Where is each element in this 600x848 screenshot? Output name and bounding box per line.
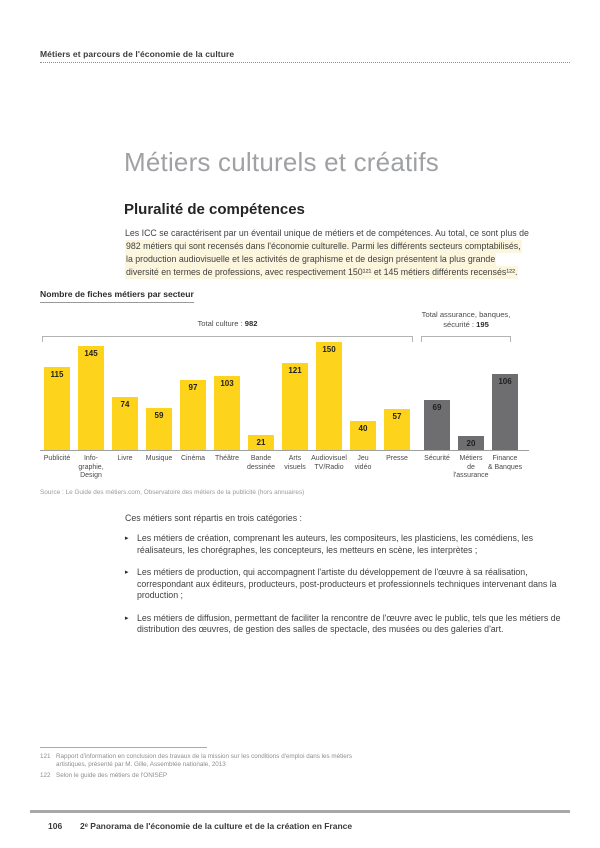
bar-category-label: Arts visuels: [284, 455, 306, 471]
annotation-value: 982: [244, 319, 258, 328]
footnote-text: Selon le guide des métiers de l'ONISEP: [56, 772, 168, 779]
footnote-item: 122 Selon le guide des métiers de l'ONISE…: [40, 772, 360, 780]
bar-7: 21: [248, 435, 274, 450]
annotation-label: Total assurance, banques,: [421, 310, 511, 319]
bar-value-label: 57: [392, 412, 402, 421]
bar-category-label: Publicité: [43, 455, 71, 462]
bracket-culture: [42, 336, 413, 342]
bar-category-label: Théâtre: [214, 455, 240, 462]
footer-rule: [30, 810, 570, 813]
bar-value-label: 69: [432, 403, 442, 412]
paragraph-line: diversité en termes de professions, avec…: [125, 266, 565, 279]
paragraph-line-text-highlighted: diversité en termes de professions, avec…: [125, 266, 519, 279]
bar-9: 150: [316, 342, 342, 450]
bar-8: 121: [282, 363, 308, 450]
bar-2: 145: [78, 346, 104, 450]
chart-annotation-total-culture: Total culture : 982: [42, 319, 413, 328]
bar-value-label: 21: [256, 438, 266, 447]
bar-11: 57: [384, 409, 410, 450]
chart-source: Source : Le Guide des métiers.com, Obser…: [40, 489, 305, 496]
bullet-marker-icon: ▸: [125, 535, 129, 542]
bar-category-label: Métiers de l'assurance: [453, 455, 489, 479]
bar-4: 59: [146, 408, 172, 450]
bar-value-label: 74: [120, 400, 130, 409]
bar-value-label: 106: [498, 377, 512, 386]
bar-13: 20: [458, 436, 484, 450]
page-title: Métiers culturels et créatifs: [124, 147, 440, 177]
bar-category-label: Jeu vidéo: [354, 455, 372, 471]
bullet-list: ▸ Les métiers de création, comprenant les…: [125, 533, 561, 647]
annotation-label: Total culture :: [197, 319, 245, 328]
bracket-assurance: [421, 336, 511, 342]
bar-value-label: 145: [84, 349, 98, 358]
chart-x-axis: [40, 450, 529, 451]
bar-value-label: 115: [50, 370, 64, 379]
bar-category-label: Cinéma: [180, 455, 206, 462]
bar-12: 69: [424, 400, 450, 450]
chart-title: Nombre de fiches métiers par secteur: [40, 289, 194, 303]
footnote-number: 121: [40, 753, 51, 760]
paragraph-line-text-highlighted: la production audiovisuelle et les activ…: [125, 253, 497, 266]
footnote-divider: [40, 747, 207, 748]
bar-category-label: Info- graphie, Design: [78, 455, 104, 479]
bar-1: 115: [44, 367, 70, 450]
paragraph-line-text-highlighted: 982 métiers qui sont recensés dans l'éco…: [125, 240, 522, 253]
bar-5: 97: [180, 380, 206, 450]
footnote-number: 122: [40, 772, 51, 779]
bar-14: 106: [492, 374, 518, 450]
bar-value-label: 20: [466, 439, 476, 448]
bullet-text: Les métiers de production, qui accompagn…: [137, 567, 557, 600]
section-heading: Pluralité de compétences: [124, 201, 305, 218]
bar-6: 103: [214, 376, 240, 450]
footnotes: 121 Rapport d'information en conclusion d…: [40, 753, 360, 783]
chart-annotation-total-assurance: Total assurance, banques, sécurité : 195: [411, 310, 521, 329]
categories-intro-line: Ces métiers sont répartis en trois catég…: [125, 513, 302, 523]
bar-value-label: 40: [358, 424, 368, 433]
bar-category-label: Finance & Banques: [487, 455, 523, 471]
bullet-marker-icon: ▸: [125, 569, 129, 576]
bar-category-label: Bande dessinée: [246, 455, 276, 471]
paragraph-line: Les ICC se caractérisent par un éventail…: [125, 227, 565, 240]
bar-value-label: 97: [188, 383, 198, 392]
footnote-text: Rapport d'information en conclusion des …: [56, 753, 353, 768]
paragraph-line: 982 métiers qui sont recensés dans l'éco…: [125, 240, 565, 253]
bar-category-label: Audiovisuel TV/Radio: [311, 455, 347, 471]
bar-3: 74: [112, 397, 138, 450]
bullet-marker-icon: ▸: [125, 614, 129, 622]
paragraph-line: la production audiovisuelle et les activ…: [125, 253, 565, 266]
bar-value-label: 103: [220, 379, 234, 388]
footnote-item: 121 Rapport d'information en conclusion d…: [40, 753, 360, 769]
bullet-text: Les métiers de diffusion, permettant de …: [137, 612, 561, 635]
bullet-item: ▸ Les métiers de production, qui accompag…: [125, 567, 561, 602]
bar-value-label: 59: [154, 411, 164, 420]
footer-page-number: 106: [48, 821, 63, 831]
bar-category-label: Livre: [117, 455, 133, 462]
bar-category-label: Presse: [386, 455, 408, 462]
bar-value-label: 121: [288, 366, 302, 375]
header-dotted-rule: [40, 62, 570, 63]
bullet-item: ▸ Les métiers de diffusion, permettant de…: [125, 613, 561, 636]
bar-10: 40: [350, 421, 376, 450]
bar-value-label: 150: [322, 345, 336, 354]
paragraph-line-text: Les ICC se caractérisent par un éventail…: [125, 228, 529, 238]
annotation-label: sécurité :: [443, 319, 477, 329]
running-header: Métiers et parcours de l'économie de la …: [40, 49, 235, 59]
annotation-value: 195: [476, 319, 489, 329]
footer-title: 2ᵉ Panorama de l'économie de la culture …: [80, 821, 353, 831]
bar-category-label: Sécurité: [424, 455, 450, 462]
bullet-item: ▸ Les métiers de création, comprenant les…: [125, 533, 561, 556]
bar-category-label: Musique: [145, 455, 173, 462]
intro-paragraph: Les ICC se caractérisent par un éventail…: [125, 227, 565, 279]
bullet-text: Les métiers de création, comprenant les …: [137, 533, 534, 555]
